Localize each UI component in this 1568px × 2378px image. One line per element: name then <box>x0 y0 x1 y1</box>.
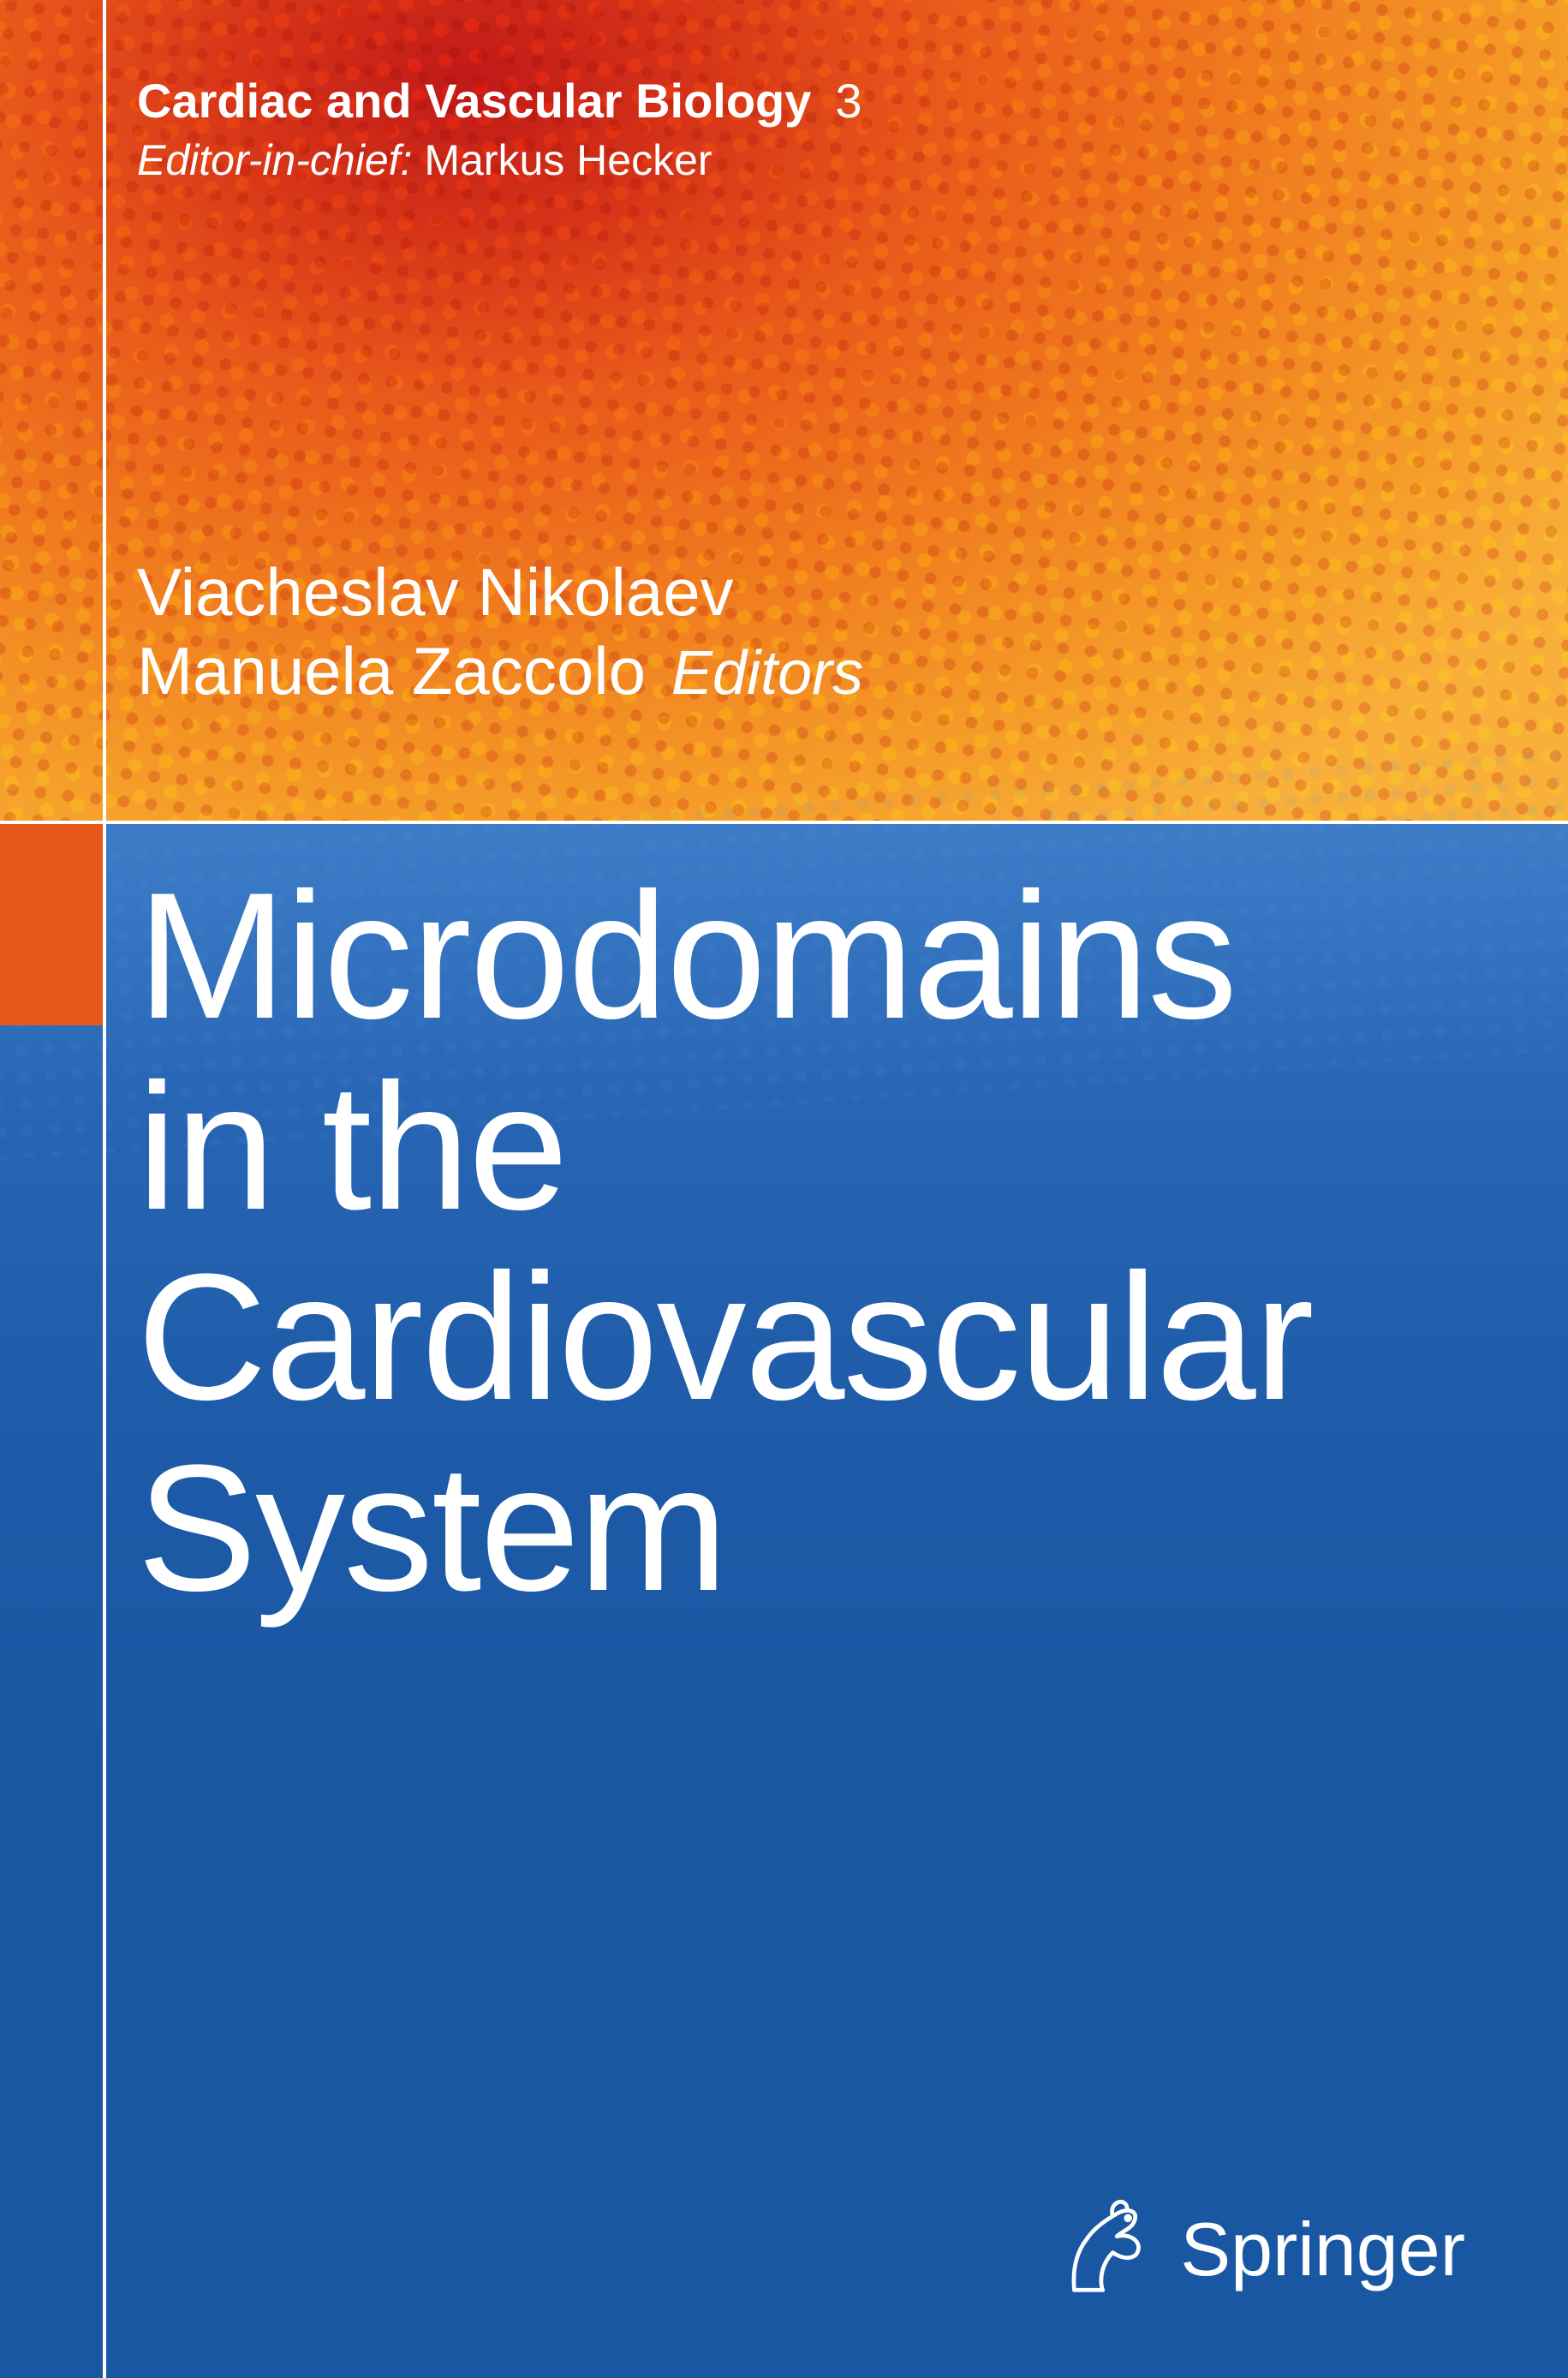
title-line-4: System <box>137 1433 1313 1624</box>
editors-role-label: Editors <box>671 638 863 708</box>
title-line-2: in the <box>137 1052 1313 1243</box>
title-line-3: Cardiovascular <box>137 1242 1313 1433</box>
publisher: Springer <box>1053 2194 1465 2305</box>
series-info: Cardiac and Vascular Biology 3 Editor-in-… <box>137 73 862 185</box>
eic-label: Editor-in-chief: <box>137 136 412 184</box>
book-cover: Cardiac and Vascular Biology 3 Editor-in-… <box>0 0 1568 2378</box>
horizontal-white-rule <box>0 821 1568 824</box>
series-title: Cardiac and Vascular Biology <box>137 74 811 128</box>
springer-horse-icon <box>1053 2194 1156 2305</box>
volume-editors: Viacheslav Nikolaev Manuela Zaccolo Edit… <box>137 553 863 710</box>
series-volume: 3 <box>835 74 862 128</box>
vertical-white-rule <box>103 0 106 2378</box>
editor-in-chief-line: Editor-in-chief: Markus Hecker <box>137 135 862 185</box>
eic-name: Markus Hecker <box>424 136 712 184</box>
editor-name-2: Manuela Zaccolo <box>137 631 646 710</box>
publisher-name: Springer <box>1180 2206 1465 2293</box>
editor-name-1: Viacheslav Nikolaev <box>137 553 863 631</box>
series-title-line: Cardiac and Vascular Biology 3 <box>137 73 862 128</box>
left-orange-accent-block <box>0 824 103 1025</box>
title-line-1: Microdomains <box>137 861 1313 1052</box>
book-title-block: Microdomains in the Cardiovascular Syste… <box>137 861 1313 1623</box>
